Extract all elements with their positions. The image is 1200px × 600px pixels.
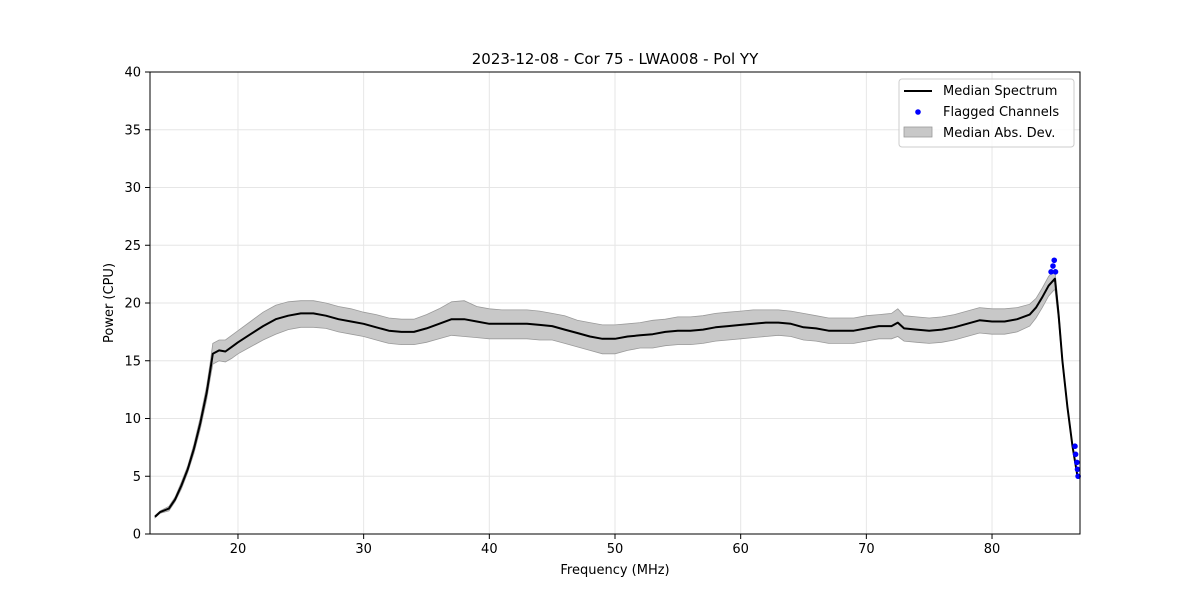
legend-box xyxy=(898,78,1075,148)
x-tick-label: 60 xyxy=(732,542,749,557)
median-spectrum-line xyxy=(154,277,1079,518)
chart-title: 2023-12-08 - Cor 75 - LWA008 - Pol YY xyxy=(472,50,759,68)
y-tick-label: 30 xyxy=(124,181,141,196)
x-tick-label: 20 xyxy=(230,542,247,557)
legend-flagged-label: Flagged Channels xyxy=(943,105,1059,120)
median-spectrum-path xyxy=(154,277,1079,518)
x-tick-label: 70 xyxy=(858,542,875,557)
flagged-channel-point xyxy=(1050,263,1056,269)
y-tick-label: 15 xyxy=(124,354,141,369)
y-axis-ticks: 0 5 10 15 20 25 30 35 40 xyxy=(124,66,150,543)
legend-median-label: Median Spectrum xyxy=(943,84,1057,99)
y-tick-label: 25 xyxy=(124,239,141,254)
x-tick-label: 40 xyxy=(481,542,498,557)
y-tick-label: 40 xyxy=(124,66,141,81)
flagged-channel-point xyxy=(1052,269,1059,275)
legend: Median Spectrum Flagged Channels Median … xyxy=(898,78,1075,148)
x-axis-label: Frequency (MHz) xyxy=(560,563,669,578)
legend-mad-patch-icon xyxy=(903,126,933,138)
y-tick-label: 35 xyxy=(124,123,141,138)
y-tick-label: 5 xyxy=(133,470,141,485)
x-axis-ticks: 20 30 40 50 60 70 80 xyxy=(230,534,1001,557)
y-tick-label: 20 xyxy=(124,297,141,312)
legend-flagged-dot-icon xyxy=(915,109,921,115)
flagged-channel-point xyxy=(1072,443,1078,450)
legend-mad-label: Median Abs. Dev. xyxy=(943,126,1055,141)
x-tick-label: 50 xyxy=(607,542,624,557)
flagged-channel-point xyxy=(1074,459,1080,466)
y-tick-label: 10 xyxy=(124,412,141,427)
flagged-channels-points xyxy=(1048,257,1081,480)
y-tick-label: 0 xyxy=(133,528,141,543)
flagged-channel-point xyxy=(1074,466,1081,473)
x-tick-label: 30 xyxy=(355,542,372,557)
flagged-channel-point xyxy=(1051,257,1058,264)
flagged-channel-point xyxy=(1048,269,1054,275)
x-tick-label: 80 xyxy=(984,542,1001,557)
y-axis-label: Power (CPU) xyxy=(102,263,117,343)
flagged-channel-point xyxy=(1072,451,1079,458)
